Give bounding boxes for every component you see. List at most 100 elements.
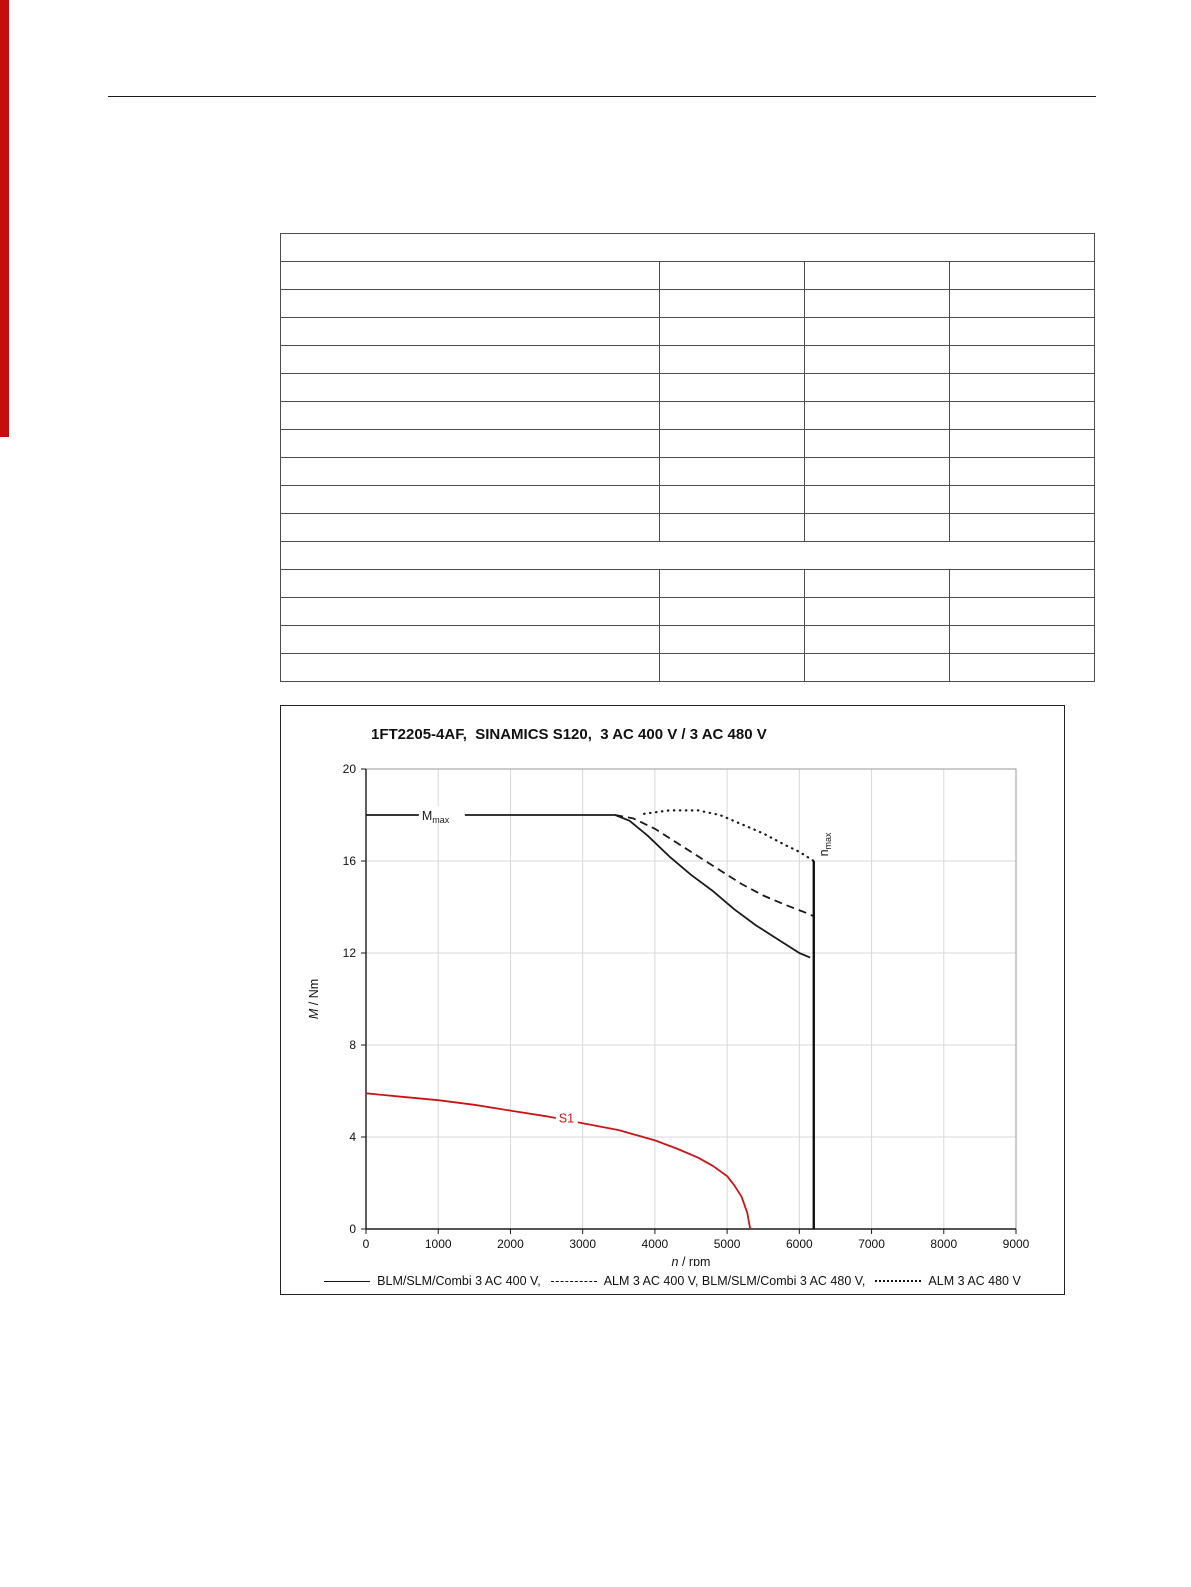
table-row [279, 653, 1095, 682]
svg-text:S1: S1 [559, 1111, 574, 1125]
table-cell [949, 625, 1095, 654]
table-cell [949, 345, 1095, 374]
table-cell [279, 345, 661, 374]
svg-text:6000: 6000 [786, 1237, 813, 1251]
svg-text:12: 12 [343, 946, 357, 960]
table-cell [949, 457, 1095, 486]
table-cell [659, 597, 806, 626]
table-row [279, 345, 1095, 374]
sidebar-accent-bar [0, 0, 9, 437]
legend-line-sample-solid [324, 1280, 371, 1282]
svg-text:nmax: nmax [817, 832, 833, 856]
table-cell [949, 597, 1095, 626]
table-row [279, 625, 1095, 654]
svg-text:1000: 1000 [425, 1237, 452, 1251]
svg-text:8000: 8000 [930, 1237, 957, 1251]
table-cell [279, 653, 661, 682]
table-cell [659, 569, 806, 598]
table-cell [279, 485, 661, 514]
svg-text:Mmax: Mmax [422, 809, 450, 825]
svg-text:9000: 9000 [1003, 1237, 1030, 1251]
table-cell [804, 625, 951, 654]
svg-text:0: 0 [349, 1222, 356, 1236]
legend-line-sample-dashed [550, 1280, 597, 1282]
table-cell [949, 289, 1095, 318]
table-cell [659, 401, 806, 430]
legend-item: BLM/SLM/Combi 3 AC 400 V, [324, 1274, 541, 1288]
spec-table-container [279, 233, 1095, 682]
svg-text:0: 0 [363, 1237, 370, 1251]
chart-title: 1FT2205-4AF, SINAMICS S120, 3 AC 400 V /… [371, 726, 767, 743]
table-cell [279, 457, 661, 486]
table-row [279, 401, 1095, 430]
table-row [279, 457, 1095, 486]
torque-speed-chart-panel: 1FT2205-4AF, SINAMICS S120, 3 AC 400 V /… [280, 705, 1065, 1295]
table-cell [280, 233, 1095, 262]
table-cell [949, 569, 1095, 598]
table-cell [279, 597, 661, 626]
table-cell [659, 261, 806, 290]
table-cell [279, 513, 661, 542]
svg-text:8: 8 [349, 1038, 356, 1052]
table-row [279, 373, 1095, 402]
spec-table [279, 233, 1095, 682]
svg-text:5000: 5000 [714, 1237, 741, 1251]
header-rule [108, 96, 1096, 97]
table-cell [279, 317, 661, 346]
table-cell [659, 457, 806, 486]
table-row [279, 513, 1095, 542]
table-cell [280, 541, 1095, 570]
table-cell [949, 653, 1095, 682]
table-cell [804, 513, 951, 542]
chart-legend: BLM/SLM/Combi 3 AC 400 V, ALM 3 AC 400 V,… [281, 1274, 1064, 1288]
table-cell [659, 653, 806, 682]
table-cell [279, 289, 661, 318]
table-cell [659, 485, 806, 514]
table-row [280, 541, 1095, 570]
table-cell [804, 401, 951, 430]
table-cell [804, 569, 951, 598]
svg-text:M / Nm: M / Nm [307, 979, 321, 1019]
table-cell [659, 429, 806, 458]
legend-label: BLM/SLM/Combi 3 AC 400 V, [377, 1274, 541, 1288]
table-cell [659, 317, 806, 346]
table-cell [949, 401, 1095, 430]
table-cell [804, 317, 951, 346]
table-cell [949, 429, 1095, 458]
table-cell [804, 345, 951, 374]
table-row [279, 289, 1095, 318]
table-cell [804, 457, 951, 486]
svg-text:3000: 3000 [569, 1237, 596, 1251]
table-row [279, 429, 1095, 458]
table-row [279, 261, 1095, 290]
table-cell [804, 597, 951, 626]
table-cell [804, 485, 951, 514]
svg-text:20: 20 [343, 762, 357, 776]
table-cell [659, 373, 806, 402]
legend-line-sample-dotted [875, 1280, 922, 1282]
table-row [279, 569, 1095, 598]
table-cell [279, 569, 661, 598]
svg-text:7000: 7000 [858, 1237, 885, 1251]
table-cell [949, 513, 1095, 542]
svg-text:4: 4 [349, 1130, 356, 1144]
table-cell [279, 261, 661, 290]
svg-text:2000: 2000 [497, 1237, 524, 1251]
table-cell [949, 317, 1095, 346]
table-cell [279, 625, 661, 654]
table-row [279, 317, 1095, 346]
torque-speed-chart: 0 1000 2000 3000 4000 5000 6000 7000 8000 9000 0 4 8… [307, 762, 1030, 1266]
table-cell [659, 625, 806, 654]
legend-label: ALM 3 AC 480 V [928, 1274, 1021, 1288]
legend-item: ALM 3 AC 480 V [875, 1274, 1021, 1288]
table-cell [949, 261, 1095, 290]
table-cell [279, 373, 661, 402]
table-row [280, 233, 1095, 262]
table-cell [804, 373, 951, 402]
svg-text:n / rpm: n / rpm [672, 1255, 711, 1266]
table-cell [659, 345, 806, 374]
table-cell [804, 429, 951, 458]
table-row [279, 485, 1095, 514]
table-cell [279, 401, 661, 430]
